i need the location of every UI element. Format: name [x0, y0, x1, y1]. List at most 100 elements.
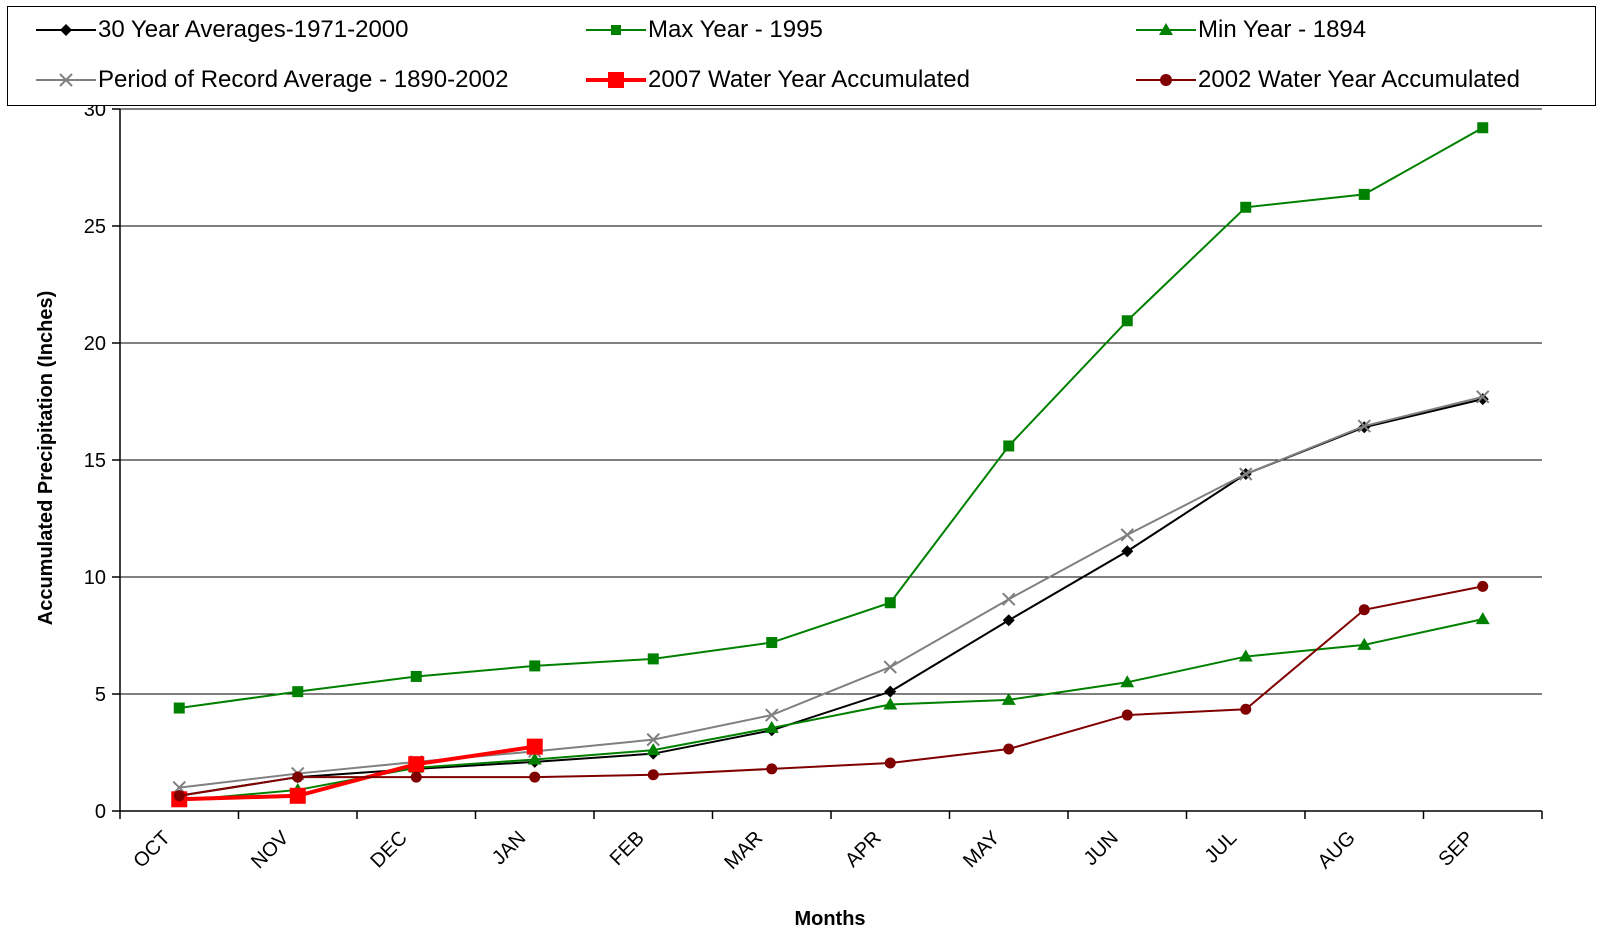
- data-point: [883, 697, 898, 710]
- series-line: [179, 744, 536, 802]
- y-tick-label: 20: [84, 333, 106, 355]
- data-point: [765, 708, 779, 722]
- data-point: [1240, 201, 1252, 213]
- data-point: [529, 660, 541, 672]
- x-tick-label: JUN: [1080, 827, 1123, 870]
- data-point: [1476, 393, 1489, 406]
- x-tick-label: JAN: [488, 827, 530, 869]
- data-point: [1001, 692, 1016, 705]
- data-point: [1002, 614, 1015, 627]
- legend-marker-triangle-icon: [1136, 23, 1196, 35]
- legend-label: 2007 Water Year Accumulated: [648, 66, 970, 93]
- gridlines: [120, 108, 1542, 695]
- legend-marker-diamond-icon: [36, 24, 96, 36]
- data-point: [1120, 675, 1135, 688]
- x-tick-label: DEC: [366, 827, 411, 872]
- data-point: [1003, 440, 1015, 452]
- series-1: [173, 393, 1489, 802]
- data-point: [1120, 528, 1134, 542]
- data-point: [766, 637, 778, 649]
- legend-label: 30 Year Averages-1971-2000: [98, 16, 409, 43]
- data-point: [526, 738, 543, 755]
- series-line: [179, 395, 1483, 789]
- legend-marker-circle-icon: [1136, 74, 1196, 86]
- data-point: [408, 756, 425, 773]
- x-axis-ticks: OCT NOV DEC JAN FEB MAR APR MAY JUN JUL AUG SEP: [119, 811, 1543, 874]
- y-tick-label: 5: [95, 684, 106, 706]
- data-point: [410, 670, 422, 682]
- data-point: [1121, 315, 1133, 327]
- y-tick-label: 10: [84, 567, 106, 589]
- y-tick-label: 25: [84, 216, 106, 238]
- data-point: [173, 790, 185, 802]
- legend-item-min-year: Min Year - 1894: [1136, 8, 1366, 52]
- series-6: [173, 580, 1489, 802]
- data-point: [646, 743, 661, 756]
- data-point: [1477, 122, 1489, 134]
- series-4: [172, 390, 1490, 795]
- data-point: [646, 732, 660, 747]
- series-line: [179, 585, 1483, 797]
- data-point: [289, 787, 306, 804]
- x-tick-label: MAY: [959, 827, 1004, 872]
- data-point: [1240, 703, 1252, 715]
- data-point: [1357, 637, 1372, 650]
- series-line: [179, 398, 1483, 797]
- legend-item-2002-water-year: 2002 Water Year Accumulated: [1136, 58, 1520, 102]
- data-point: [883, 660, 897, 674]
- data-point: [764, 720, 779, 733]
- legend-item-30yr-avg: 30 Year Averages-1971-2000: [36, 8, 409, 52]
- data-point: [1121, 709, 1133, 721]
- data-point: [1357, 419, 1371, 433]
- data-point: [292, 686, 304, 698]
- legend-label: Max Year - 1995: [648, 16, 823, 43]
- legend-item-period-avg: Period of Record Average - 1890-2002: [36, 58, 509, 102]
- data-point: [1477, 580, 1489, 592]
- x-axis-title: Months: [794, 908, 865, 930]
- data-point: [1239, 467, 1253, 481]
- x-tick-label: AUG: [1314, 827, 1360, 873]
- legend-marker-x-icon: [36, 73, 96, 87]
- data-point: [1003, 743, 1015, 755]
- data-point: [884, 685, 897, 698]
- legend-label: Min Year - 1894: [1198, 16, 1367, 43]
- data-point: [1121, 545, 1134, 558]
- data-point: [884, 597, 896, 609]
- legend-marker-square-icon: [586, 25, 646, 35]
- data-point: [529, 771, 541, 783]
- series-layer: [171, 122, 1490, 808]
- x-tick-label: JUL: [1201, 827, 1242, 868]
- data-point: [766, 763, 778, 775]
- data-point: [410, 771, 422, 783]
- x-tick-label: APR: [841, 827, 886, 872]
- series-line: [179, 126, 1484, 710]
- y-tick-label: 15: [84, 450, 106, 472]
- y-axis-title: Accumulated Precipitation (Inches): [35, 291, 57, 626]
- data-point: [647, 769, 659, 781]
- x-tick-label: MAR: [720, 827, 767, 874]
- legend-marker-large-square-icon: [586, 72, 646, 88]
- data-point: [1476, 390, 1490, 404]
- legend-item-max-year: Max Year - 1995: [586, 8, 823, 52]
- legend-item-2007-water-year: 2007 Water Year Accumulated: [586, 58, 970, 102]
- legend-label: 2002 Water Year Accumulated: [1198, 66, 1520, 93]
- data-point: [292, 771, 304, 783]
- data-point: [884, 757, 896, 769]
- data-point: [1358, 188, 1370, 200]
- data-point: [1238, 649, 1253, 662]
- data-point: [1358, 604, 1370, 616]
- x-tick-label: NOV: [247, 827, 294, 874]
- data-point: [527, 752, 542, 765]
- data-point: [647, 653, 659, 665]
- y-tick-label: 0: [95, 801, 106, 823]
- x-tick-label: SEP: [1434, 827, 1478, 871]
- legend-label: Period of Record Average - 1890-2002: [98, 66, 509, 93]
- data-point: [1475, 612, 1490, 625]
- data-point: [1002, 592, 1016, 606]
- legend: 30 Year Averages-1971-2000 Max Year - 19…: [7, 6, 1596, 106]
- data-point: [173, 702, 185, 714]
- x-tick-label: OCT: [129, 827, 174, 872]
- series-2: [173, 122, 1489, 714]
